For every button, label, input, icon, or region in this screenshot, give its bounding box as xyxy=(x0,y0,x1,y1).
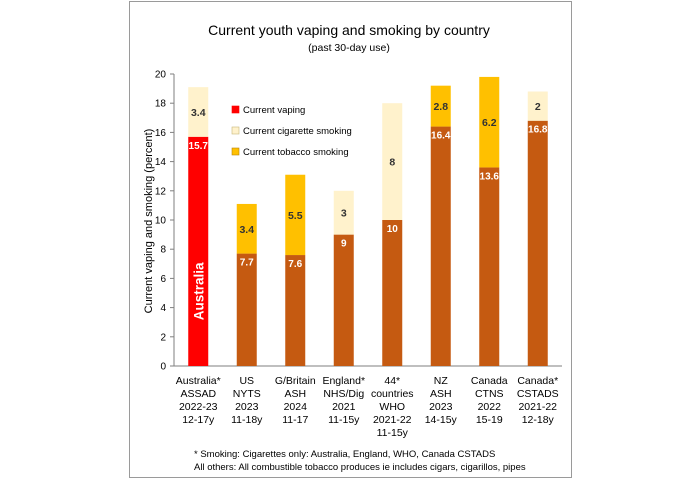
data-label-vaping: 16.4 xyxy=(431,131,451,142)
x-tick-label: 2022-23 xyxy=(179,401,218,413)
x-tick-label: 44* xyxy=(384,375,400,387)
x-tick-label: 12-17y xyxy=(182,414,215,426)
data-label-smoking: 2 xyxy=(535,101,541,113)
bar-smoking xyxy=(333,190,354,235)
chart-frame: Current youth vaping and smoking by coun… xyxy=(129,1,572,478)
x-tick-label: 2021-22 xyxy=(518,401,557,413)
x-tick-label: NZ xyxy=(434,375,449,387)
y-tick-label: 10 xyxy=(155,216,167,227)
x-tick-label: 11-15y xyxy=(328,414,360,426)
legend-label-vaping: Current vaping xyxy=(243,105,305,116)
chart-subtitle: (past 30-day use) xyxy=(308,42,390,54)
data-label-smoking: 2.8 xyxy=(433,101,448,113)
x-tick-label: 2022 xyxy=(478,401,502,413)
y-tick-label: 4 xyxy=(160,303,166,314)
footnote-1: * Smoking: Cigarettes only: Australia, E… xyxy=(194,449,495,460)
x-tick-label: 2024 xyxy=(284,401,308,413)
bar-smoking xyxy=(479,76,500,168)
x-tick-label: 14-15y xyxy=(425,414,458,426)
data-label-vaping: 9 xyxy=(341,239,347,250)
x-tick-label: 11-18y xyxy=(231,414,263,426)
x-tick-label: G/Britain xyxy=(275,375,316,387)
y-tick-label: 12 xyxy=(155,186,167,197)
x-tick-label: ASH xyxy=(430,388,452,400)
bars-group: 15.7 3.4 7.7 3.4 7.6 5.5 9 3 10 8 16.4 2.8 13.6 6.2 16… xyxy=(188,76,548,366)
data-label-smoking: 8 xyxy=(389,157,395,169)
x-tick-label: 2021 xyxy=(332,401,356,413)
x-tick-label: 2021-22 xyxy=(373,414,412,426)
data-label-smoking: 3.4 xyxy=(239,224,254,236)
data-label-vaping: 15.7 xyxy=(189,141,209,152)
y-tick-label: 16 xyxy=(155,128,167,139)
x-tick-label: 2023 xyxy=(235,401,259,413)
bar-vaping xyxy=(479,167,500,366)
bar-vaping xyxy=(333,234,354,366)
x-tick-label: Canada xyxy=(471,375,508,387)
data-label-smoking: 3 xyxy=(341,208,347,220)
x-tick-label: NYTS xyxy=(233,388,261,400)
bar-smoking xyxy=(188,87,209,137)
x-tick-label: 11-17 xyxy=(282,414,308,426)
data-label-vaping: 13.6 xyxy=(480,171,500,182)
legend-swatch-cigarette xyxy=(231,126,240,135)
data-label-smoking: 5.5 xyxy=(288,210,303,222)
bar-vaping xyxy=(188,136,209,366)
chart-title: Current youth vaping and smoking by coun… xyxy=(208,22,490,38)
y-tick-label: 2 xyxy=(160,332,166,343)
x-tick-label: Australia* xyxy=(176,375,221,387)
x-tick-label: 11-15y xyxy=(377,427,409,439)
x-tick-label: US xyxy=(239,375,254,387)
x-tick-label: countries xyxy=(371,388,414,400)
data-label-vaping: 7.6 xyxy=(288,259,302,270)
x-tick-label: NHS/Dig xyxy=(323,388,364,400)
x-axis-labels: Australia*ASSAD2022-2312-17yUSNYTS202311… xyxy=(176,375,559,439)
y-axis-label: Current vaping and smoking (percent) xyxy=(143,129,155,314)
legend-label-tobacco: Current tobacco smoking xyxy=(243,147,349,158)
bar-vaping xyxy=(236,253,257,366)
data-label-vaping: 7.7 xyxy=(240,258,254,269)
x-tick-label: Canada* xyxy=(517,375,558,387)
y-tick-label: 8 xyxy=(160,245,166,256)
bar-vaping xyxy=(430,126,451,366)
bar-smoking xyxy=(382,103,403,220)
x-tick-label: England* xyxy=(322,375,365,387)
x-tick-label: ASH xyxy=(284,388,306,400)
bar-smoking xyxy=(527,91,548,121)
x-tick-label: WHO xyxy=(379,401,405,413)
x-tick-label: ASSAD xyxy=(180,388,216,400)
bar-vaping xyxy=(527,120,548,366)
x-tick-label: CSTADS xyxy=(517,388,559,400)
data-label-vaping: 16.8 xyxy=(528,125,548,136)
y-tick-label: 20 xyxy=(155,70,167,81)
y-tick-label: 6 xyxy=(160,274,166,285)
y-tick-label: 0 xyxy=(160,362,166,373)
bar-vaping xyxy=(285,255,306,366)
x-tick-label: 2023 xyxy=(429,401,453,413)
stacked-bar-chart: Current youth vaping and smoking by coun… xyxy=(143,22,562,473)
bar-smoking xyxy=(430,85,451,127)
legend-swatch-vaping xyxy=(231,105,240,114)
x-tick-label: CTNS xyxy=(475,388,504,400)
legend-swatch-tobacco xyxy=(231,147,240,156)
bar-smoking xyxy=(285,174,306,256)
legend-label-cigarette: Current cigarette smoking xyxy=(243,126,352,137)
data-label-smoking: 3.4 xyxy=(191,107,206,119)
data-label-smoking: 6.2 xyxy=(482,117,497,129)
y-tick-label: 18 xyxy=(155,99,167,110)
legend: Current vaping Current cigarette smoking C… xyxy=(231,105,352,158)
data-label-vaping: 10 xyxy=(387,224,399,235)
y-axis: 0 2 4 6 8 10 12 14 16 18 20 xyxy=(155,70,562,373)
highlight-bar-label: Australia xyxy=(191,262,206,320)
y-tick-label: 14 xyxy=(155,157,167,168)
footnote-2: All others: All combustible tobacco prod… xyxy=(194,462,526,473)
bar-smoking xyxy=(236,203,257,254)
x-tick-label: 12-18y xyxy=(522,414,555,426)
x-tick-label: 15-19 xyxy=(476,414,503,426)
bar-vaping xyxy=(382,220,403,366)
